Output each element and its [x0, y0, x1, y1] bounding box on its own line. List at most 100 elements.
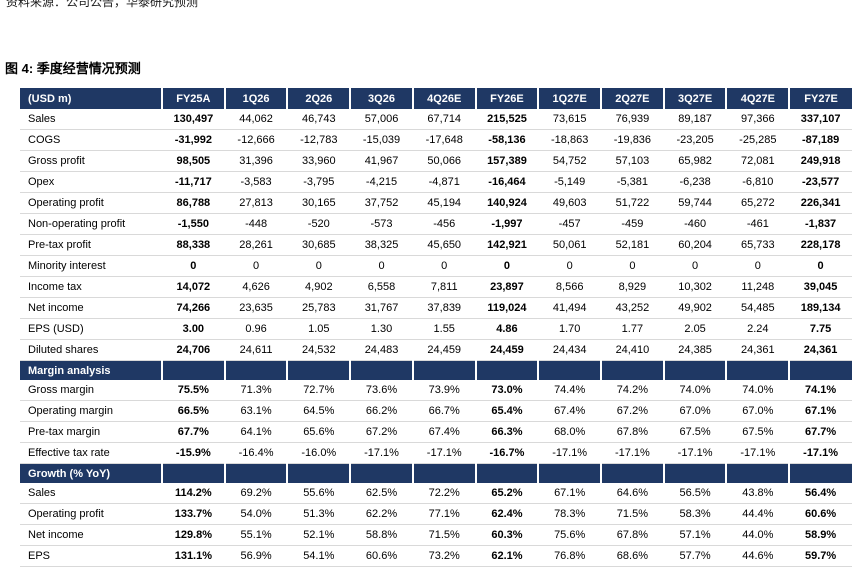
section-header-cell [162, 360, 226, 380]
report-page: 资料来源：公司公告，华泰研究预测 图 4: 季度经营情况预测 (USD m) FY… [5, 0, 866, 567]
data-cell: 37,752 [350, 192, 413, 214]
data-cell: -460 [663, 213, 727, 235]
row-label: Gross profit [20, 150, 162, 172]
table-row: Net income 129.8% 55.1% 52.1% 58.8% 71.5% 60.3… [20, 524, 852, 546]
data-cell: 4.86 [475, 318, 539, 340]
data-cell: -573 [350, 213, 413, 235]
data-cell: 67.5% [726, 421, 790, 443]
data-cell: -17.1% [412, 442, 476, 464]
data-cell: 62.5% [350, 483, 413, 504]
data-cell: 65,982 [663, 150, 727, 172]
quarterly-forecast-table: (USD m) FY25A 1Q26 2Q26 3Q26 4Q26E FY26E 1Q27E 2… [20, 88, 852, 567]
data-cell: 249,918 [789, 150, 852, 172]
section-header-cell [726, 360, 791, 380]
table-row: Opex -11,717 -3,583 -3,795 -4,215 -4,871 -16,4… [20, 171, 852, 193]
data-cell: 63.1% [224, 400, 288, 422]
data-cell: 54.0% [224, 503, 288, 525]
data-cell: -17.1% [789, 442, 852, 464]
data-cell: 71.5% [412, 524, 476, 546]
column-header-cell: 3Q26 [350, 88, 414, 109]
data-cell: 45,650 [412, 234, 476, 256]
section-header-cell [412, 463, 477, 483]
data-cell: -12,666 [224, 129, 288, 151]
column-header-cell: 2Q26 [287, 88, 352, 109]
data-cell: 74.2% [601, 380, 664, 401]
column-header-cell: 1Q27E [538, 88, 603, 109]
data-cell: 23,635 [224, 297, 288, 319]
row-label: Non-operating profit [20, 213, 162, 235]
data-cell: -5,149 [538, 171, 602, 193]
section-header-cell [789, 360, 852, 380]
table-row: Pre-tax profit 88,338 28,261 30,685 38,325 45… [20, 234, 852, 256]
table-row: Gross profit 98,505 31,396 33,960 41,967 50,0… [20, 150, 852, 172]
data-cell: 41,967 [350, 150, 413, 172]
data-cell: 157,389 [475, 150, 539, 172]
header-row: (USD m) FY25A 1Q26 2Q26 3Q26 4Q26E FY26E 1Q27E 2… [20, 88, 852, 109]
data-cell: 0 [224, 255, 288, 277]
data-cell: -448 [224, 213, 288, 235]
data-cell: 7,811 [412, 276, 476, 298]
data-cell: -4,215 [350, 171, 413, 193]
table-row: Operating profit 86,788 27,813 30,165 37,752… [20, 192, 852, 214]
data-cell: 73.0% [475, 380, 539, 401]
data-cell: 67.7% [789, 421, 852, 443]
data-cell: 89,187 [663, 109, 727, 130]
data-cell: 24,459 [412, 339, 476, 361]
data-cell: 67.8% [601, 421, 664, 443]
section-header-cell [726, 463, 791, 483]
clipped-source-note-text: 资料来源：公司公告，华泰研究预测 [6, 0, 199, 9]
data-cell: 24,385 [663, 339, 727, 361]
data-cell: -17,648 [412, 129, 476, 151]
data-cell: 226,341 [789, 192, 852, 214]
row-label: Diluted shares [20, 339, 162, 361]
data-cell: 67.2% [350, 421, 413, 443]
data-cell: 62.1% [475, 545, 539, 567]
data-cell: -87,189 [789, 129, 852, 151]
data-cell: 49,603 [538, 192, 602, 214]
data-cell: 129.8% [162, 524, 225, 546]
column-header-cell: FY25A [162, 88, 226, 109]
data-cell: 24,361 [789, 339, 852, 361]
row-label: EPS (USD) [20, 318, 162, 340]
table-row: Sales 114.2% 69.2% 55.6% 62.5% 72.2% 65.2% 67.1… [20, 483, 852, 504]
data-cell: 37,839 [412, 297, 476, 319]
data-cell: 67.1% [789, 400, 852, 422]
data-cell: 65,272 [726, 192, 790, 214]
data-cell: -16.0% [287, 442, 351, 464]
table-row: Pre-tax margin 67.7% 64.1% 65.6% 67.2% 67.4% 6… [20, 421, 852, 443]
clipped-source-note: 资料来源：公司公告，华泰研究预测 [6, 0, 866, 9]
data-cell: 0 [789, 255, 852, 277]
data-cell: 67.4% [538, 400, 602, 422]
table-row: Non-operating profit -1,550 -448 -520 -573 -4… [20, 213, 852, 235]
data-cell: -31,992 [162, 129, 225, 151]
data-cell: -3,795 [287, 171, 351, 193]
data-cell: 56.9% [224, 545, 288, 567]
data-cell: 2.24 [726, 318, 790, 340]
data-cell: 57,006 [350, 109, 413, 130]
data-cell: 67.4% [412, 421, 476, 443]
data-cell: 4,626 [224, 276, 288, 298]
data-cell: 60.6% [789, 503, 852, 525]
section-header-cell [287, 360, 352, 380]
data-cell: -6,810 [726, 171, 790, 193]
data-cell: 46,743 [287, 109, 351, 130]
table-row: Income tax 14,072 4,626 4,902 6,558 7,811 23,8… [20, 276, 852, 298]
data-cell: -17.1% [726, 442, 790, 464]
data-cell: 0 [287, 255, 351, 277]
data-cell: 56.4% [789, 483, 852, 504]
table-row: EPS 131.1% 56.9% 54.1% 60.6% 73.2% 62.1% 76.8% 6… [20, 545, 852, 567]
row-label: Net income [20, 524, 162, 546]
data-cell: 77.1% [412, 503, 476, 525]
data-cell: 68.0% [538, 421, 602, 443]
row-label: Operating profit [20, 503, 162, 525]
data-cell: 68.6% [601, 545, 664, 567]
data-cell: 78.3% [538, 503, 602, 525]
data-cell: -18,863 [538, 129, 602, 151]
section-header-label: Margin analysis [20, 360, 163, 380]
data-cell: 72.2% [412, 483, 476, 504]
section-header-cell [663, 360, 728, 380]
section-header-cell [601, 463, 665, 483]
data-cell: 24,611 [224, 339, 288, 361]
table-row: Minority interest 0 0 0 0 0 0 0 0 0 0 0 [20, 255, 852, 277]
row-label: Opex [20, 171, 162, 193]
